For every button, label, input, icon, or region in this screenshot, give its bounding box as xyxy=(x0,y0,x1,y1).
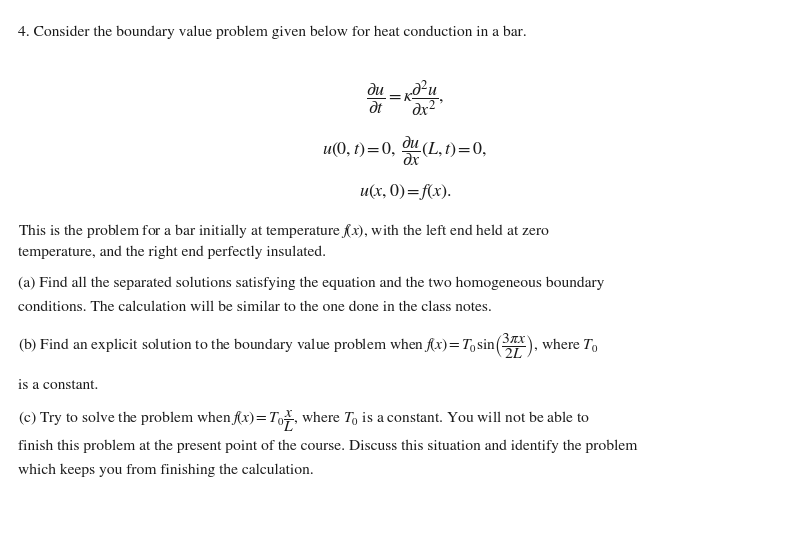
Text: 4. Consider the boundary value problem given below for heat conduction in a bar.: 4. Consider the boundary value problem g… xyxy=(18,25,526,39)
Text: (c) Try to solve the problem when $f\!\left(x\right)=T_0\dfrac{x}{L}$, where $T_: (c) Try to solve the problem when $f\!\l… xyxy=(18,408,590,434)
Text: temperature, and the right end perfectly insulated.: temperature, and the right end perfectly… xyxy=(18,246,326,259)
Text: (a) Find all the separated solutions satisfying the equation and the two homogen: (a) Find all the separated solutions sat… xyxy=(18,276,604,290)
Text: is a constant.: is a constant. xyxy=(18,378,98,392)
Text: finish this problem at the present point of the course. Discuss this situation a: finish this problem at the present point… xyxy=(18,439,637,453)
Text: $u(0,t)=0,\;\dfrac{\partial u}{\partial x}(L,t)=0,$: $u(0,t)=0,\;\dfrac{\partial u}{\partial … xyxy=(322,134,488,167)
Text: This is the problem for a bar initially at temperature $f\!\left(x\right)$, with: This is the problem for a bar initially … xyxy=(18,222,550,239)
Text: $\dfrac{\partial u}{\partial t}=\kappa\dfrac{\partial^2 u}{\partial x^2},$: $\dfrac{\partial u}{\partial t}=\kappa\d… xyxy=(366,78,444,118)
Text: conditions. The calculation will be similar to the one done in the class notes.: conditions. The calculation will be simi… xyxy=(18,300,492,314)
Text: which keeps you from finishing the calculation.: which keeps you from finishing the calcu… xyxy=(18,463,313,477)
Text: (b) Find an explicit solution to the boundary value problem when $f\!\left(x\rig: (b) Find an explicit solution to the bou… xyxy=(18,332,599,361)
Text: $u(x,0)=f(x).$: $u(x,0)=f(x).$ xyxy=(359,182,451,203)
